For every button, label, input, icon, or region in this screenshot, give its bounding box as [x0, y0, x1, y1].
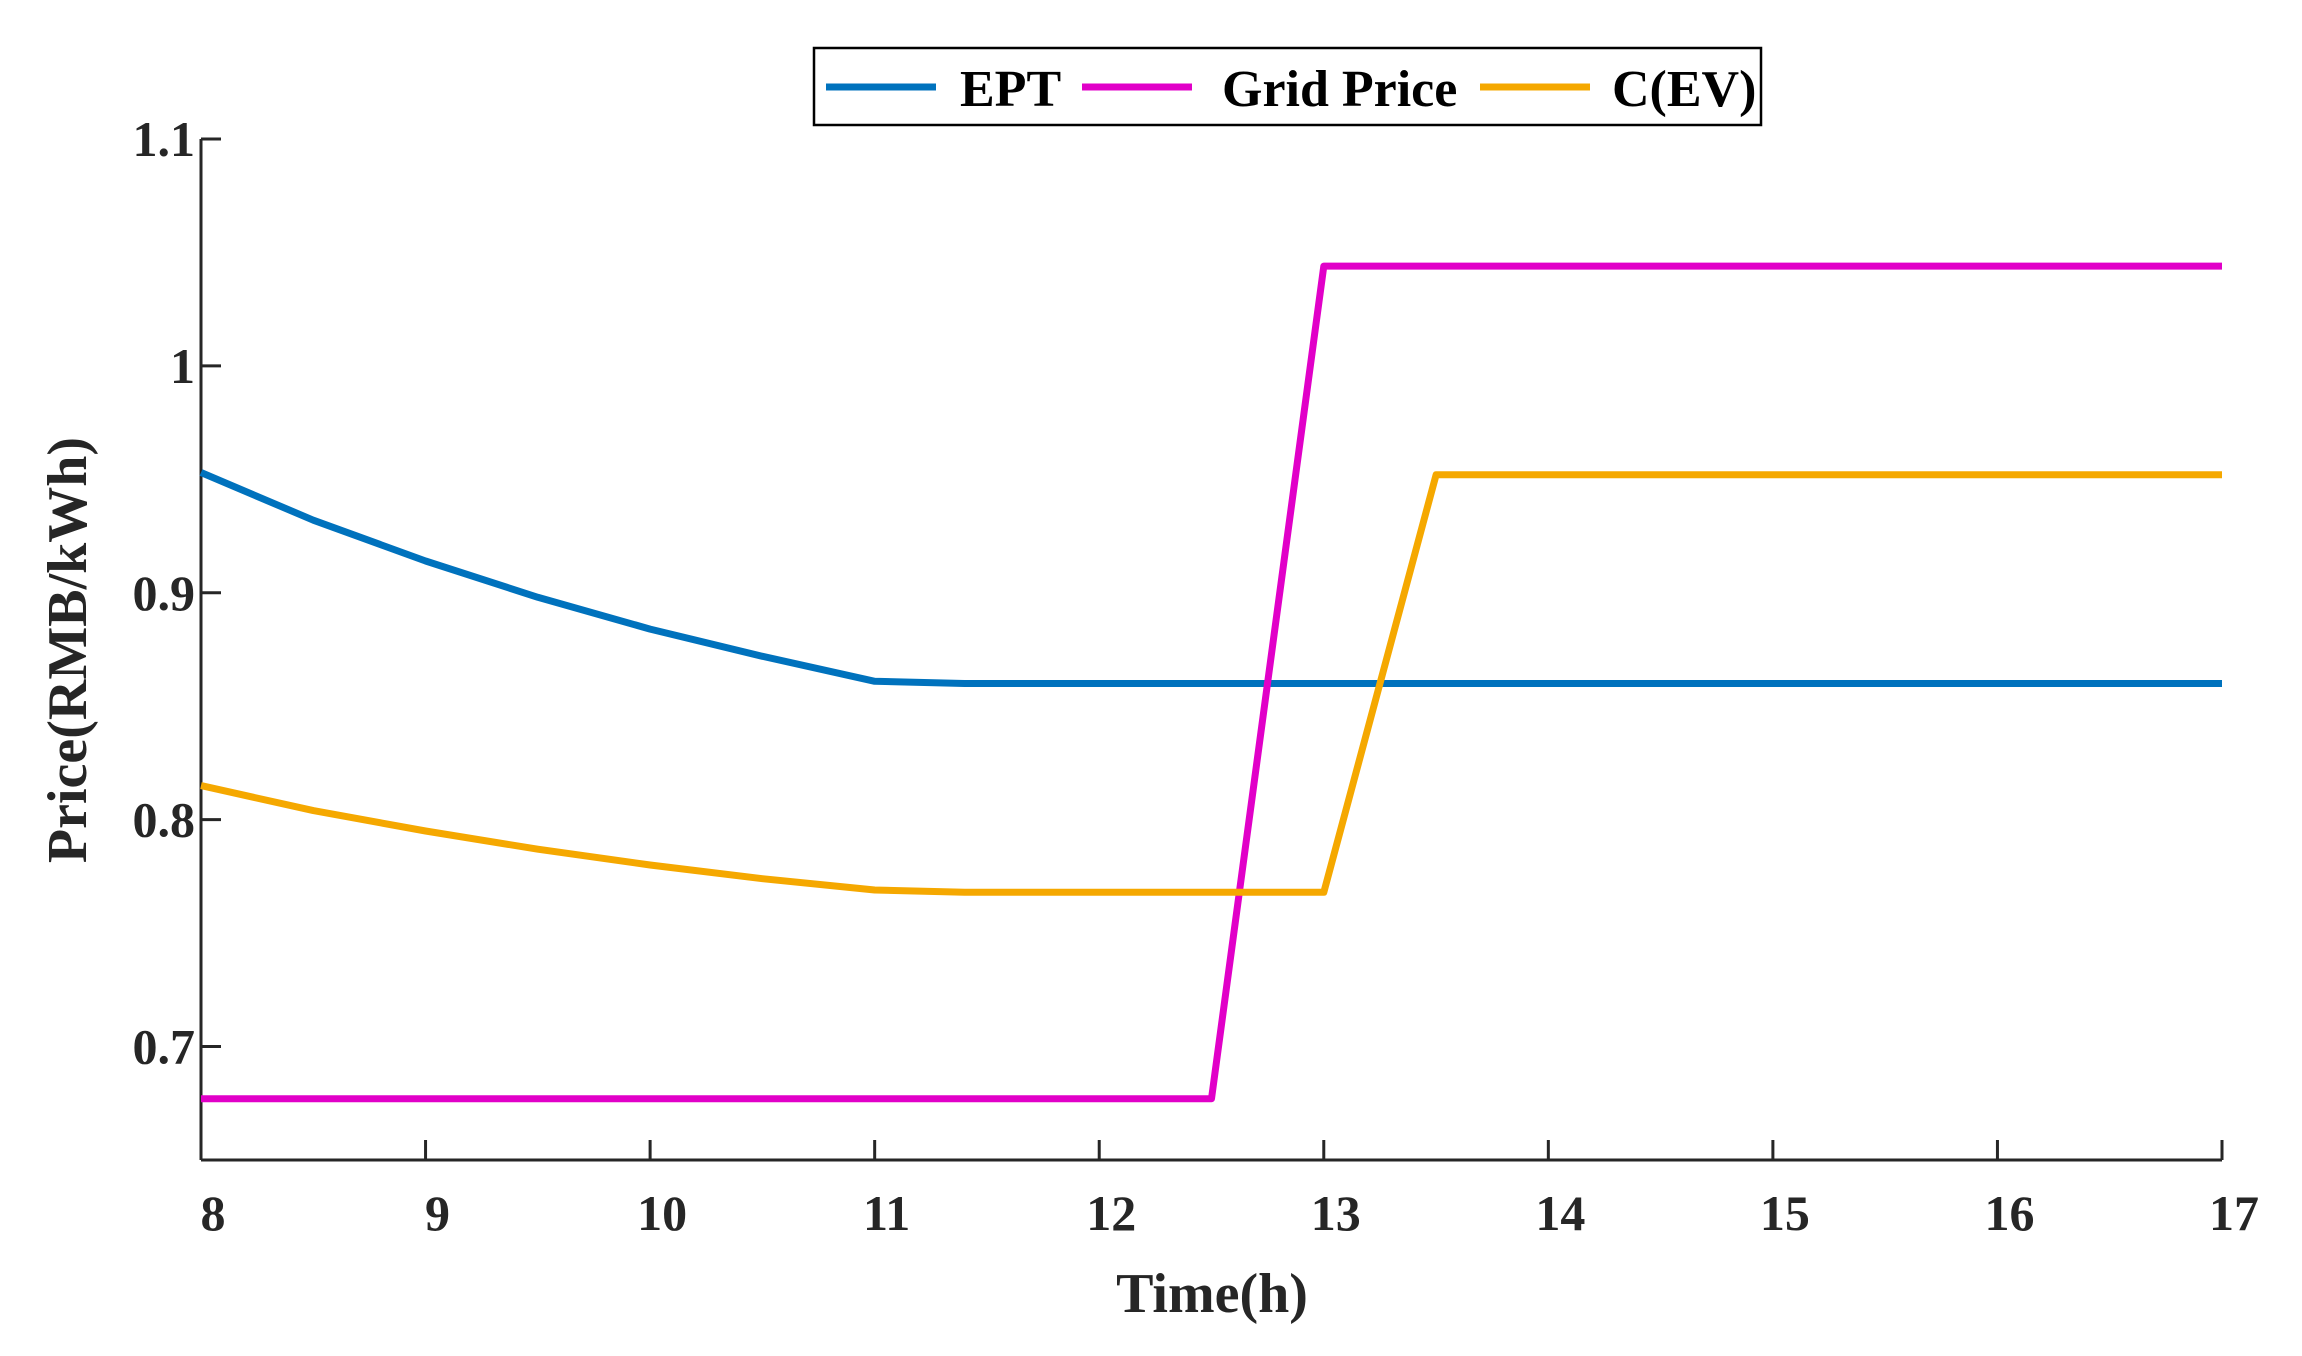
- legend-label-grid-price: Grid Price: [1222, 61, 1457, 118]
- x-tick-label: 9: [425, 1185, 450, 1241]
- legend-entry-grid-price: Grid Price: [1082, 61, 1457, 118]
- y-tick-label: 1.1: [133, 111, 196, 167]
- x-axis-title: Time(h): [1116, 1263, 1308, 1325]
- y-tick-label: 0.7: [133, 1019, 196, 1075]
- axis-ticks: 8 9 10 11 12 13 14 15 16 17 0.7 0.8 0.9 1 1.1: [133, 111, 2260, 1241]
- y-tick-label: 0.9: [133, 565, 196, 621]
- y-axis-title: Price(RMB/kWh): [37, 437, 99, 863]
- series-line-grid-price: [201, 262, 2222, 1103]
- legend-label-ept: EPT: [960, 61, 1061, 118]
- axes: [199, 139, 2222, 1162]
- x-tick-label: 17: [2209, 1185, 2259, 1241]
- legend: EPT Grid Price C(EV): [812, 46, 1763, 127]
- x-tick-label: 12: [1086, 1185, 1136, 1241]
- series-line-ept: [199, 469, 2222, 687]
- x-tick-label: 8: [201, 1185, 226, 1241]
- legend-entry-ept: EPT: [826, 61, 1061, 118]
- series-line-c-ev: [200, 471, 2222, 896]
- legend-label-cev: C(EV): [1612, 61, 1756, 118]
- x-tick-label: 16: [1984, 1185, 2034, 1241]
- series-lines: [199, 262, 2222, 1103]
- x-tick-label: 11: [863, 1185, 910, 1241]
- x-tick-label: 15: [1760, 1185, 1810, 1241]
- y-tick-label: 1: [170, 338, 195, 394]
- x-tick-label: 13: [1311, 1185, 1361, 1241]
- x-tick-label: 10: [637, 1185, 687, 1241]
- y-tick-label: 0.8: [133, 792, 196, 848]
- x-tick-label: 14: [1535, 1185, 1585, 1241]
- legend-box: [812, 46, 1763, 127]
- legend-entry-cev: C(EV): [1480, 61, 1756, 118]
